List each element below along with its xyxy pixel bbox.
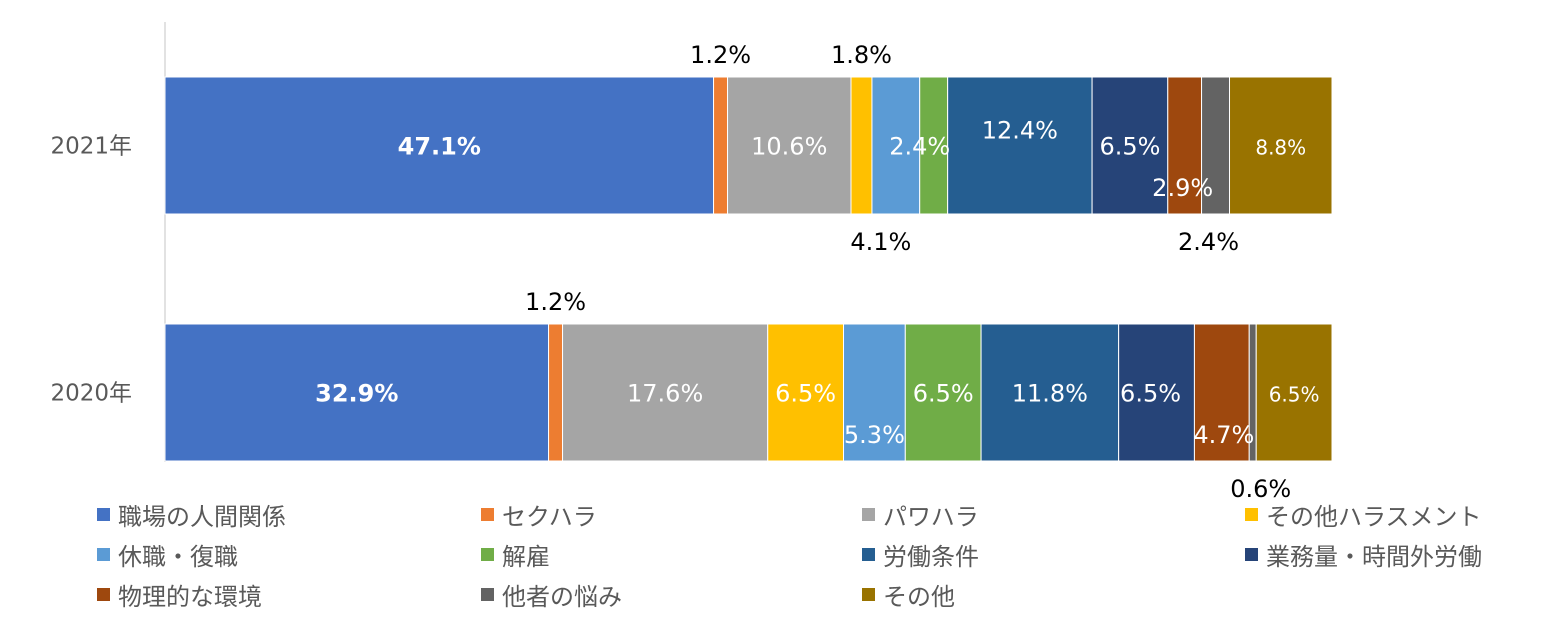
bar-segment <box>871 76 921 215</box>
bar-segment <box>1193 323 1250 462</box>
bar-segment <box>947 76 1093 215</box>
bar-segment <box>980 323 1120 462</box>
data-label: 4.1% <box>850 228 911 256</box>
category-tick-label: 2020年 <box>50 381 132 407</box>
data-label: 6.5% <box>775 380 836 408</box>
bar-segment <box>1229 76 1333 215</box>
bar-segment <box>562 323 769 462</box>
data-label: 11.8% <box>1012 380 1088 408</box>
data-label: 1.2% <box>690 41 751 69</box>
bar-segment <box>767 323 845 462</box>
data-label: 32.9% <box>315 380 398 408</box>
bar-segment <box>850 76 873 215</box>
data-label: 2.4% <box>889 133 950 161</box>
data-label: 6.5% <box>913 380 974 408</box>
data-label: 12.4% <box>982 117 1058 145</box>
data-label: 2.4% <box>1178 228 1239 256</box>
data-label: 6.5% <box>1099 133 1160 161</box>
bar-segment <box>1255 323 1333 462</box>
bar-segment <box>164 323 550 462</box>
data-label: 4.7% <box>1193 421 1254 449</box>
data-label: 5.3% <box>844 421 905 449</box>
data-label: 10.6% <box>751 133 827 161</box>
bar-segment <box>548 323 564 462</box>
category-tick-label: 2021年 <box>50 134 132 160</box>
data-label: 8.8% <box>1255 136 1306 160</box>
bar-segment <box>1167 76 1203 215</box>
data-label: 17.6% <box>627 380 703 408</box>
bar-segment <box>843 323 906 462</box>
data-label: 47.1% <box>398 133 481 161</box>
data-label: 1.2% <box>525 288 586 316</box>
bar-segment <box>727 76 852 215</box>
data-label: 2.9% <box>1152 174 1213 202</box>
data-label: 6.5% <box>1120 380 1181 408</box>
data-label: 1.8% <box>831 41 892 69</box>
data-label: 6.5% <box>1269 383 1320 407</box>
bar-segment <box>904 323 982 462</box>
data-label: 0.6% <box>1230 475 1291 503</box>
bar-segment <box>1118 323 1195 462</box>
bar-segment <box>164 76 715 215</box>
bar-segment <box>713 76 729 215</box>
